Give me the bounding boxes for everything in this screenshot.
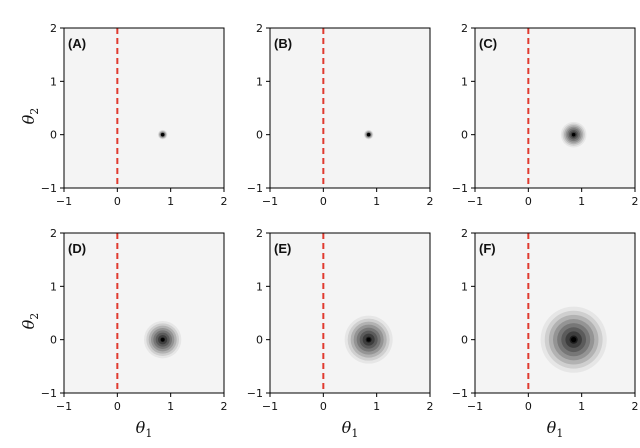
x-axis-label: θ1 [136, 418, 153, 440]
x-tick-label: 1 [578, 400, 585, 413]
plot-area [270, 28, 430, 188]
x-tick-label: −1 [467, 195, 483, 208]
y-tick-label: 2 [50, 227, 57, 240]
plot-area [64, 233, 224, 393]
y-tick-label: −1 [41, 387, 57, 400]
panel-b: −1−1 0 0 1 1 2 2 (B) [247, 22, 434, 208]
y-tick-label: 0 [256, 129, 263, 142]
x-tick-label: 2 [427, 195, 434, 208]
axes-frame [63, 232, 225, 394]
panel-e: −1−1 0 0 1 1 2 2 (E) θ1 [247, 227, 434, 440]
x-tick-label: 1 [578, 195, 585, 208]
x-tick-label: 2 [221, 195, 228, 208]
plot-area [475, 28, 635, 188]
y-tick-label: 1 [256, 75, 263, 88]
x-tick-label: 1 [167, 195, 174, 208]
panel-label: (F) [479, 241, 496, 256]
y-tick-label: −1 [452, 182, 468, 195]
y-tick-label: 2 [50, 22, 57, 35]
density-peak [571, 132, 576, 137]
panel-label: (C) [479, 36, 497, 51]
y-tick-label: 2 [256, 22, 263, 35]
x-tick-label: −1 [262, 400, 278, 413]
y-tick-label: −1 [247, 182, 263, 195]
y-tick-label: −1 [452, 387, 468, 400]
y-axis-label: θ2 [19, 108, 41, 125]
x-tick-label: −1 [56, 400, 72, 413]
y-tick-label: 1 [256, 280, 263, 293]
panel-label: (D) [68, 241, 86, 256]
x-tick-label: −1 [467, 400, 483, 413]
x-tick-label: −1 [56, 195, 72, 208]
panel-label: (B) [274, 36, 292, 51]
x-tick-label: 2 [632, 400, 639, 413]
x-tick-label: 0 [525, 195, 532, 208]
y-tick-label: −1 [247, 387, 263, 400]
x-tick-label: 2 [427, 400, 434, 413]
x-axis-label: θ1 [342, 418, 359, 440]
axes-frame [63, 27, 225, 189]
panel-label: (A) [68, 36, 86, 51]
y-axis-label: θ2 [19, 313, 41, 330]
x-tick-label: 2 [632, 195, 639, 208]
y-tick-label: 2 [256, 227, 263, 240]
axes-frame [474, 232, 636, 394]
panel-a: −1−1 0 0 1 1 2 2 (A) θ2 [19, 22, 228, 208]
panel-d: −1−1 0 0 1 1 2 2 (D) θ2 θ1 [19, 227, 228, 440]
density-peak [366, 337, 371, 342]
y-tick-label: 2 [461, 227, 468, 240]
plot-area [270, 233, 430, 393]
density-peak [160, 337, 165, 342]
panel-f: −1−1 0 0 1 1 2 2 (F) θ1 [452, 227, 639, 440]
x-tick-label: 0 [320, 195, 327, 208]
y-tick-label: 2 [461, 22, 468, 35]
x-axis-label: θ1 [547, 418, 564, 440]
y-tick-label: 0 [461, 129, 468, 142]
x-tick-label: 0 [525, 400, 532, 413]
y-tick-label: 1 [50, 280, 57, 293]
x-tick-label: 1 [373, 400, 380, 413]
x-tick-label: 1 [373, 195, 380, 208]
y-tick-label: 0 [256, 334, 263, 347]
x-tick-label: 0 [114, 400, 121, 413]
axes-frame [269, 27, 431, 189]
y-tick-label: 0 [50, 129, 57, 142]
density-peak [366, 132, 371, 137]
axes-frame [269, 232, 431, 394]
y-tick-label: 0 [50, 334, 57, 347]
density-peak [160, 132, 165, 137]
density-peak [571, 337, 577, 343]
x-tick-label: −1 [262, 195, 278, 208]
plot-area [64, 28, 224, 188]
axes-frame [474, 27, 636, 189]
x-tick-label: 2 [221, 400, 228, 413]
y-tick-label: 1 [461, 280, 468, 293]
x-tick-label: 0 [320, 400, 327, 413]
x-tick-label: 0 [114, 195, 121, 208]
y-tick-label: −1 [41, 182, 57, 195]
y-tick-label: 1 [50, 75, 57, 88]
x-tick-label: 1 [167, 400, 174, 413]
panel-c: −1−1 0 0 1 1 2 2 (C) [452, 22, 639, 208]
y-tick-label: 1 [461, 75, 468, 88]
panel-label: (E) [274, 241, 291, 256]
y-tick-label: 0 [461, 334, 468, 347]
